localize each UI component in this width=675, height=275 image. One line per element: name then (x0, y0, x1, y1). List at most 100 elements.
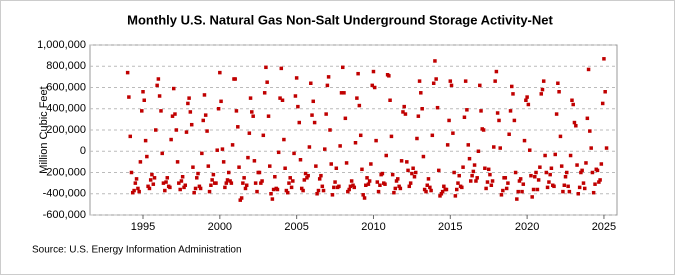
data-point (552, 184, 556, 189)
data-point (314, 164, 318, 168)
data-point (174, 128, 179, 132)
data-point (145, 154, 149, 159)
data-point (445, 143, 450, 147)
data-point (136, 186, 140, 191)
data-point (506, 181, 510, 185)
data-point (197, 184, 202, 189)
data-point (152, 176, 157, 180)
data-point (570, 98, 574, 102)
data-point (291, 179, 295, 183)
x-tick-label: 2025 (592, 221, 616, 233)
data-point (306, 173, 310, 178)
data-point (236, 125, 240, 129)
data-point (465, 108, 469, 112)
data-point (228, 179, 232, 183)
data-point (156, 77, 161, 81)
data-point (384, 153, 388, 158)
data-point (413, 170, 418, 175)
data-point (225, 178, 230, 182)
data-point (333, 180, 337, 184)
data-point (215, 148, 219, 152)
data-point (177, 181, 181, 185)
data-point (220, 147, 225, 151)
data-point (438, 194, 442, 198)
data-point (198, 186, 203, 191)
data-point (559, 164, 564, 168)
data-point (533, 175, 537, 179)
data-point (246, 155, 250, 160)
data-point (457, 173, 461, 178)
data-point (593, 182, 597, 186)
data-point (347, 187, 351, 192)
data-point (540, 87, 545, 92)
data-point (317, 177, 322, 181)
data-point (319, 173, 323, 178)
data-point (595, 168, 600, 173)
y-tick-label: 400,000 (46, 103, 86, 115)
data-point (467, 156, 472, 161)
data-point (337, 184, 341, 189)
data-point (484, 186, 488, 191)
data-point (244, 183, 249, 187)
data-point (603, 90, 607, 94)
data-point (324, 112, 328, 116)
data-point (485, 180, 490, 184)
data-point (591, 190, 596, 195)
data-point (575, 163, 579, 167)
data-point (312, 120, 317, 125)
data-point (226, 170, 231, 175)
data-point (513, 170, 518, 175)
data-point (417, 79, 422, 83)
data-point (588, 129, 592, 133)
data-point (424, 189, 428, 194)
data-point (271, 187, 276, 192)
data-point (525, 95, 529, 99)
data-point (468, 179, 473, 183)
data-point (541, 79, 546, 83)
data-point (434, 77, 438, 81)
data-point (501, 188, 505, 193)
data-point (415, 136, 419, 141)
y-tick-label: 800,000 (46, 60, 86, 72)
data-point (219, 99, 223, 104)
data-point (574, 124, 578, 128)
data-point (270, 197, 275, 201)
data-point (561, 189, 565, 194)
data-point (470, 173, 474, 178)
data-point (536, 178, 541, 182)
data-point (508, 109, 513, 113)
data-point (567, 189, 572, 194)
data-point (298, 158, 303, 162)
data-point (191, 165, 195, 169)
data-point (128, 134, 133, 139)
data-point (444, 187, 449, 192)
data-point (353, 141, 358, 145)
data-point (499, 193, 504, 197)
data-point (283, 166, 287, 170)
data-point (250, 110, 254, 114)
data-point (520, 189, 524, 194)
data-point (474, 179, 478, 183)
data-point (216, 107, 221, 111)
data-point (395, 177, 400, 181)
data-point (576, 192, 581, 196)
data-point (340, 65, 345, 70)
data-point (549, 166, 554, 170)
data-point (186, 101, 190, 106)
data-point (557, 90, 561, 94)
y-tick-label: 200,000 (46, 124, 86, 136)
data-point (437, 168, 441, 173)
data-point (137, 189, 141, 194)
data-point (471, 169, 476, 174)
data-point (483, 166, 487, 170)
data-point (454, 187, 459, 192)
data-point (147, 186, 152, 191)
data-point (189, 122, 194, 127)
data-point (503, 176, 508, 180)
data-point (524, 98, 528, 102)
data-point (408, 181, 413, 185)
data-point (170, 114, 175, 118)
x-tick-label: 2015 (438, 221, 462, 233)
data-point (488, 172, 492, 177)
